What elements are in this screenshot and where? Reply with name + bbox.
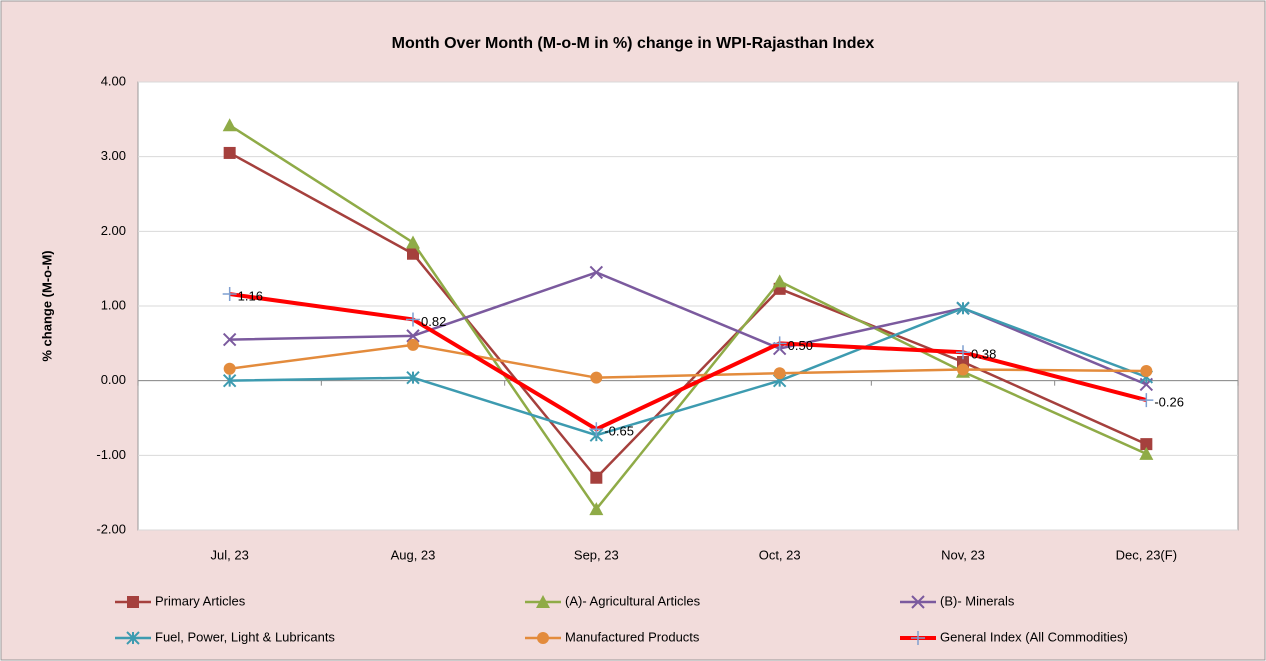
marker: [222, 373, 237, 388]
marker: [222, 332, 237, 347]
marker: [406, 235, 420, 249]
data-label: -0.65: [604, 424, 634, 439]
y-tick-label: 3.00: [101, 148, 126, 163]
marker: [589, 265, 604, 280]
marker: [127, 596, 139, 608]
marker: [407, 338, 419, 351]
marker: [772, 274, 787, 288]
series-line: [229, 343, 1147, 379]
marker: [406, 312, 420, 327]
marker: [222, 287, 237, 302]
marker: [957, 363, 969, 376]
series-line: [229, 306, 1147, 437]
x-tick-label: Oct, 23: [759, 547, 801, 562]
x-tick-label: Nov, 23: [941, 547, 985, 562]
y-tick-label: 0.00: [101, 372, 126, 387]
marker: [406, 329, 420, 343]
marker: [407, 247, 419, 260]
y-axis-title: % change (M-o-M): [39, 250, 54, 361]
legend-label: (A)- Agricultural Articles: [565, 593, 701, 608]
data-label: 0.38: [971, 347, 996, 362]
marker: [590, 471, 603, 484]
marker: [537, 632, 549, 644]
series-line: [229, 151, 1147, 479]
marker: [536, 595, 550, 608]
x-tick-label: Sep, 23: [574, 547, 619, 562]
data-label: 0.82: [421, 314, 446, 329]
y-tick-label: 1.00: [101, 297, 126, 312]
y-tick-label: 2.00: [101, 223, 126, 238]
marker: [911, 595, 925, 609]
marker: [1140, 364, 1153, 377]
legend-label: Fuel, Power, Light & Lubricants: [155, 629, 335, 644]
data-label: 1.16: [238, 288, 263, 303]
data-label: -0.26: [1154, 395, 1184, 410]
marker: [1140, 438, 1153, 451]
x-tick-label: Aug, 23: [391, 547, 436, 562]
chart-title: Month Over Month (M-o-M in %) change in …: [392, 35, 875, 52]
marker: [223, 146, 236, 159]
marker: [911, 631, 925, 645]
marker: [1139, 393, 1154, 408]
marker: [956, 301, 970, 315]
series-line: [229, 292, 1147, 432]
marker: [773, 367, 786, 380]
marker: [772, 336, 787, 351]
legend-label: Primary Articles: [155, 593, 246, 608]
marker: [406, 370, 420, 385]
data-label: 0.50: [788, 338, 813, 353]
legend-label: Manufactured Products: [565, 629, 700, 644]
legend-label: General Index (All Commodities): [940, 629, 1128, 644]
x-tick-label: Jul, 23: [211, 547, 249, 562]
marker: [126, 631, 140, 645]
marker: [589, 422, 604, 437]
marker: [956, 345, 970, 360]
series-line: [228, 124, 1147, 511]
marker: [590, 371, 603, 384]
x-tick-label: Dec, 23(F): [1116, 547, 1177, 562]
legend-label: (B)- Minerals: [940, 593, 1015, 608]
marker: [222, 118, 237, 132]
y-tick-label: -2.00: [96, 521, 126, 536]
y-tick-label: -1.00: [96, 447, 126, 462]
marker: [589, 502, 604, 516]
y-tick-label: 4.00: [101, 73, 126, 88]
marker: [223, 362, 236, 375]
marker: [1139, 446, 1154, 460]
